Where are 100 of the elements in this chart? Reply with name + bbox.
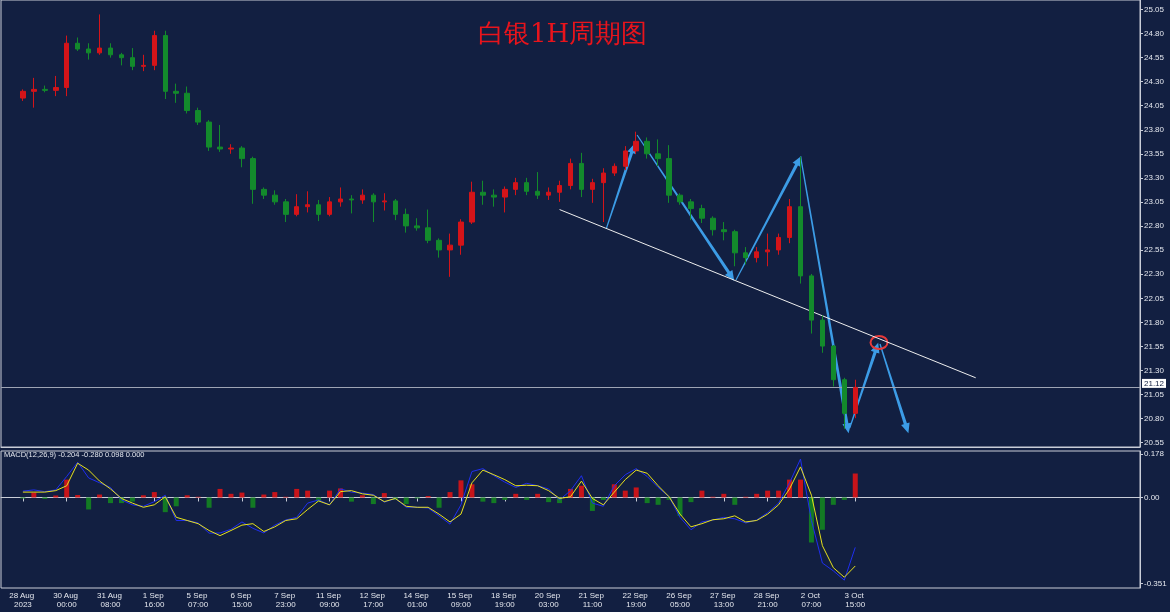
bar: [129, 497, 135, 502]
x-tick-label: 6 Sep 15:00: [230, 591, 254, 609]
candlestick: [579, 152, 584, 198]
candlestick: [53, 75, 59, 97]
candlestick: [480, 180, 486, 206]
x-tick-label: 11 Sep 09:00: [316, 591, 344, 609]
candlestick: [393, 198, 398, 221]
x-tick-label: 18 Sep 19:00: [491, 591, 519, 609]
candlestick: [524, 177, 529, 196]
candlestick: [64, 35, 69, 97]
candlestick: [371, 192, 376, 223]
candlestick: [710, 215, 716, 237]
candlestick: [502, 185, 508, 213]
bar: [151, 492, 157, 498]
candlestick: [173, 83, 179, 104]
bar: [732, 497, 738, 505]
x-tick-label: 2 Oct 07:00: [800, 591, 823, 609]
candlestick: [732, 229, 738, 267]
candlestick: [699, 204, 705, 224]
candlestick: [239, 145, 245, 168]
candlestick: [535, 171, 540, 200]
x-tick-label: 3 Oct 15:00: [844, 591, 866, 609]
candlestick: [283, 198, 289, 223]
bar: [86, 497, 92, 510]
candlestick: [163, 30, 168, 100]
candlestick: [436, 237, 442, 259]
bar: [184, 495, 190, 498]
x-tick-label: 20 Sep 03:00: [534, 591, 563, 609]
candlestick: [294, 193, 299, 217]
bar: [841, 497, 847, 500]
candlestick: [206, 119, 212, 152]
y-tick-label: 20.80: [1144, 413, 1165, 423]
bar: [272, 492, 278, 498]
bar: [458, 480, 464, 498]
y-tick-label: 21.55: [1144, 341, 1165, 351]
bar: [830, 497, 836, 505]
x-tick-label: 7 Sep 23:00: [274, 591, 298, 609]
y-tick-label: 24.55: [1144, 53, 1165, 63]
candlestick: [590, 178, 595, 204]
x-tick-label: 30 Aug 00:00: [53, 591, 81, 609]
x-tick-label: 21 Sep 11:00: [578, 591, 607, 609]
candlestick: [97, 13, 102, 56]
candlestick: [776, 233, 781, 256]
candlestick: [831, 344, 836, 387]
candlestick: [414, 217, 420, 232]
bar: [578, 485, 584, 498]
y-tick-label: 20.55: [1144, 437, 1165, 447]
candlestick: [765, 233, 770, 267]
candlestick: [513, 177, 518, 196]
y-tick-label: 22.05: [1144, 293, 1165, 303]
y-tick-label: -0.351: [1144, 578, 1168, 588]
y-tick-label: 21.80: [1144, 317, 1165, 327]
candlestick: [250, 156, 256, 205]
bar: [797, 479, 803, 498]
candlestick: [842, 377, 847, 430]
candlestick: [305, 190, 310, 213]
candlestick: [338, 186, 343, 208]
candlestick: [633, 131, 639, 155]
bar: [600, 497, 606, 500]
y-tick-label: 21.30: [1144, 365, 1165, 375]
candlestick: [447, 233, 453, 278]
bar: [140, 495, 146, 498]
candlestick: [557, 180, 562, 203]
candlestick: [568, 158, 573, 190]
candlestick: [754, 246, 759, 263]
bar: [819, 497, 825, 530]
y-tick-label: 0.00: [1144, 492, 1161, 502]
bar: [294, 488, 300, 498]
bar: [403, 497, 409, 505]
candlestick: [327, 196, 332, 217]
y-tick-label: 24.05: [1144, 101, 1165, 111]
candlestick: [119, 52, 124, 66]
bar: [173, 497, 179, 507]
y-tick-label: 21.05: [1144, 389, 1165, 399]
candlestick: [853, 379, 858, 419]
y-tick-label: 22.55: [1144, 245, 1165, 255]
candlestick: [469, 181, 475, 225]
bar: [217, 488, 223, 498]
candlestick: [623, 145, 628, 171]
y-tick-label: 0.178: [1144, 449, 1165, 459]
bar: [359, 495, 365, 498]
candlestick: [743, 246, 748, 265]
x-tick-label: 31 Aug 08:00: [96, 591, 125, 609]
candlestick: [546, 186, 551, 201]
x-tick-label: 1 Sep 16:00: [142, 591, 166, 609]
candlestick: [798, 156, 803, 285]
bar: [480, 497, 486, 502]
bar: [436, 497, 442, 508]
candlestick: [86, 42, 91, 61]
x-tick-label: 5 Sep 07:00: [186, 591, 210, 609]
x-tick-label: 28 Aug 2023: [9, 591, 37, 609]
y-tick-label: 23.30: [1144, 173, 1165, 183]
candlestick: [655, 138, 661, 167]
candlestick: [612, 162, 617, 177]
candlestick: [184, 86, 190, 114]
candlestick: [721, 221, 727, 241]
candlestick: [382, 192, 387, 212]
candlestick: [20, 88, 26, 102]
candlestick: [458, 218, 464, 256]
bar: [381, 493, 387, 498]
